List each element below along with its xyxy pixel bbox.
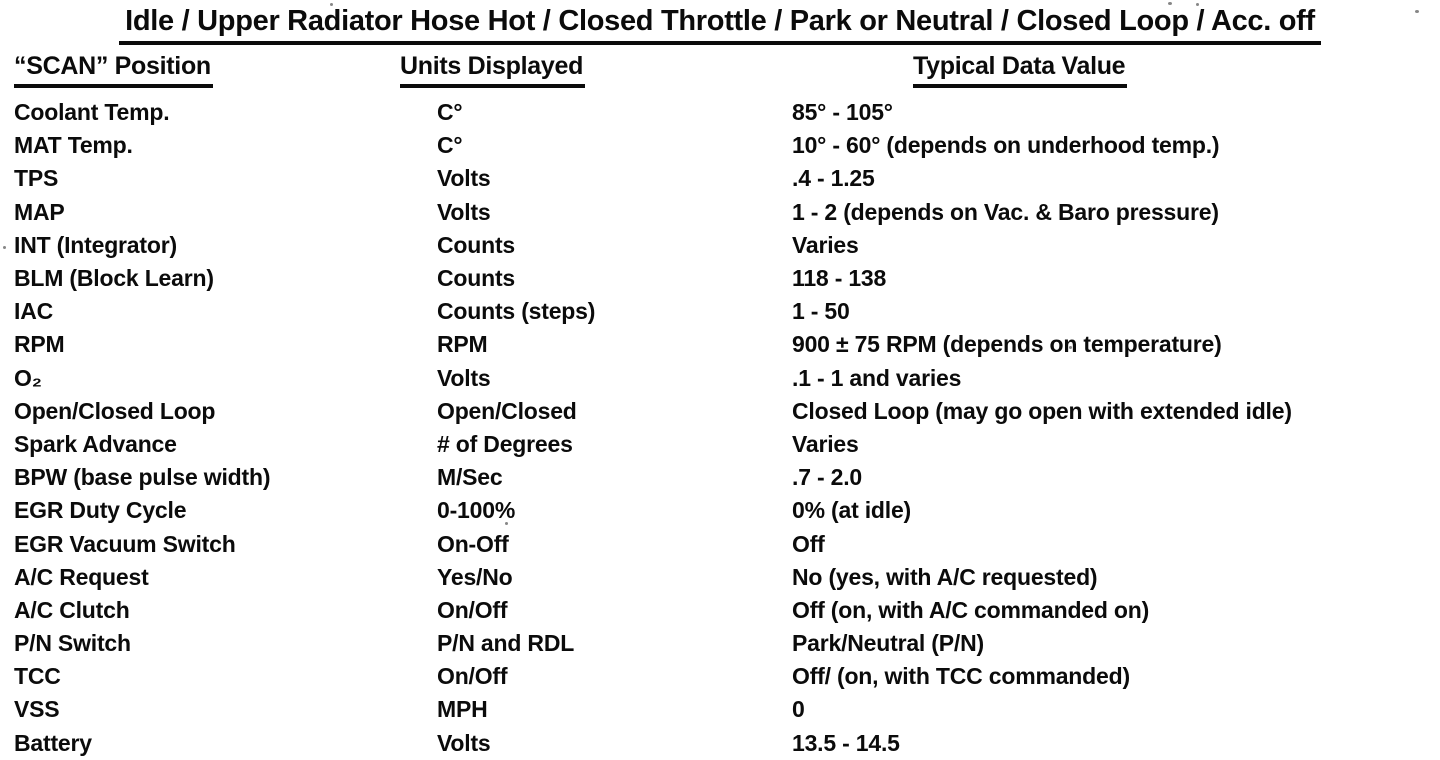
value-cell: 85° - 105°: [792, 99, 893, 126]
scan-noise-dot: [1196, 3, 1199, 6]
units-cell: Counts (steps): [437, 298, 596, 325]
table-header-row: “SCAN” Position Units Displayed Typical …: [0, 52, 1440, 88]
scan-noise-dot: [1415, 10, 1419, 13]
table-row: EGR Duty Cycle 0-100% 0% (at idle): [14, 494, 1440, 527]
value-cell: Park/Neutral (P/N): [792, 630, 984, 657]
scan-position-cell: Coolant Temp.: [14, 99, 170, 126]
value-cell: 0: [792, 696, 805, 723]
value-cell: 1 - 2 (depends on Vac. & Baro pressure): [792, 198, 1219, 225]
value-cell: 1 - 50: [792, 298, 850, 325]
units-cell: 0-100%: [437, 497, 516, 524]
value-cell: 118 - 138: [792, 265, 887, 292]
scan-noise-dot: [505, 522, 508, 525]
value-cell: Off: [792, 530, 825, 557]
scan-position-cell: P/N Switch: [14, 630, 131, 657]
column-header-scan-position: “SCAN” Position: [14, 52, 213, 88]
data-table-body: Coolant Temp. C° 85° - 105° MAT Temp. C° 10° …: [14, 96, 1440, 760]
scan-position-cell: BPW (base pulse width): [14, 464, 271, 491]
scan-noise-dot: [1168, 2, 1172, 5]
scan-noise-dot: [1069, 346, 1072, 349]
table-row: IAC Counts (steps) 1 - 50: [14, 295, 1440, 328]
units-cell: P/N and RDL: [437, 630, 575, 657]
table-row: Battery Volts 13.5 - 14.5: [14, 727, 1440, 760]
scan-position-cell: BLM (Block Learn): [14, 265, 214, 292]
table-row: TCC On/Off Off/ (on, with TCC commanded): [14, 660, 1440, 693]
units-cell: MPH: [437, 696, 488, 723]
scan-position-cell: TCC: [14, 663, 61, 690]
scan-position-cell: VSS: [14, 696, 60, 723]
value-cell: .1 - 1 and varies: [792, 364, 962, 391]
scan-position-cell: Spark Advance: [14, 430, 177, 457]
table-row: INT (Integrator) Counts Varies: [14, 229, 1440, 262]
units-cell: Counts: [437, 231, 516, 258]
value-cell: Varies: [792, 231, 859, 258]
column-header-typical-data-value: Typical Data Value: [913, 52, 1128, 88]
units-cell: Volts: [437, 165, 491, 192]
value-cell: .4 - 1.25: [792, 165, 875, 192]
scan-position-cell: MAP: [14, 198, 65, 225]
value-cell: Varies: [792, 430, 859, 457]
units-cell: On/Off: [437, 663, 508, 690]
value-cell: 0% (at idle): [792, 497, 912, 524]
value-cell: Closed Loop (may go open with extended i…: [792, 397, 1292, 424]
units-cell: C°: [437, 132, 463, 159]
scan-noise-dot: [3, 246, 6, 249]
table-row: Spark Advance # of Degrees Varies: [14, 428, 1440, 461]
units-cell: Volts: [437, 729, 491, 756]
table-row: Open/Closed Loop Open/Closed Closed Loop (…: [14, 395, 1440, 428]
table-row: MAP Volts 1 - 2 (depends on Vac. & Baro pr…: [14, 196, 1440, 229]
units-cell: RPM: [437, 331, 488, 358]
value-cell: No (yes, with A/C requested): [792, 563, 1098, 590]
units-cell: On-Off: [437, 530, 509, 557]
units-cell: Volts: [437, 198, 491, 225]
scan-position-cell: INT (Integrator): [14, 231, 177, 258]
document-title: Idle / Upper Radiator Hose Hot / Closed …: [119, 5, 1321, 45]
scan-position-cell: EGR Duty Cycle: [14, 497, 187, 524]
value-cell: Off/ (on, with TCC commanded): [792, 663, 1130, 690]
scan-position-cell: O₂: [14, 364, 42, 391]
units-cell: # of Degrees: [437, 430, 573, 457]
units-cell: M/Sec: [437, 464, 503, 491]
table-row: A/C Request Yes/No No (yes, with A/C reque…: [14, 561, 1440, 594]
table-row: BLM (Block Learn) Counts 118 - 138: [14, 262, 1440, 295]
table-row: RPM RPM 900 ± 75 RPM (depends on temperatu…: [14, 328, 1440, 361]
scan-position-cell: TPS: [14, 165, 59, 192]
table-row: BPW (base pulse width) M/Sec .7 - 2.0: [14, 461, 1440, 494]
units-cell: C°: [437, 99, 463, 126]
document-title-wrap: Idle / Upper Radiator Hose Hot / Closed …: [0, 5, 1440, 45]
units-cell: Open/Closed: [437, 397, 577, 424]
scan-position-cell: Battery: [14, 729, 92, 756]
scan-position-cell: IAC: [14, 298, 54, 325]
value-cell: 13.5 - 14.5: [792, 729, 900, 756]
table-row: TPS Volts .4 - 1.25: [14, 162, 1440, 195]
table-row: A/C Clutch On/Off Off (on, with A/C comman…: [14, 594, 1440, 627]
value-cell: .7 - 2.0: [792, 464, 862, 491]
table-row: MAT Temp. C° 10° - 60° (depends on underho…: [14, 129, 1440, 162]
scan-noise-dot: [330, 3, 333, 6]
table-row: Coolant Temp. C° 85° - 105°: [14, 96, 1440, 129]
scan-position-cell: RPM: [14, 331, 65, 358]
table-row: O₂ Volts .1 - 1 and varies: [14, 362, 1440, 395]
scan-position-cell: A/C Request: [14, 563, 149, 590]
table-row: EGR Vacuum Switch On-Off Off: [14, 527, 1440, 560]
units-cell: Counts: [437, 265, 516, 292]
scan-position-cell: EGR Vacuum Switch: [14, 530, 236, 557]
table-row: VSS MPH 0: [14, 693, 1440, 726]
value-cell: 900 ± 75 RPM (depends on temperature): [792, 331, 1222, 358]
table-row: P/N Switch P/N and RDL Park/Neutral (P/N): [14, 627, 1440, 660]
scan-position-cell: A/C Clutch: [14, 596, 130, 623]
column-header-units-displayed: Units Displayed: [400, 52, 586, 88]
units-cell: On/Off: [437, 596, 508, 623]
units-cell: Yes/No: [437, 563, 513, 590]
scan-position-cell: Open/Closed Loop: [14, 397, 216, 424]
value-cell: 10° - 60° (depends on underhood temp.): [792, 132, 1220, 159]
value-cell: Off (on, with A/C commanded on): [792, 596, 1150, 623]
scan-position-cell: MAT Temp.: [14, 132, 133, 159]
units-cell: Volts: [437, 364, 491, 391]
